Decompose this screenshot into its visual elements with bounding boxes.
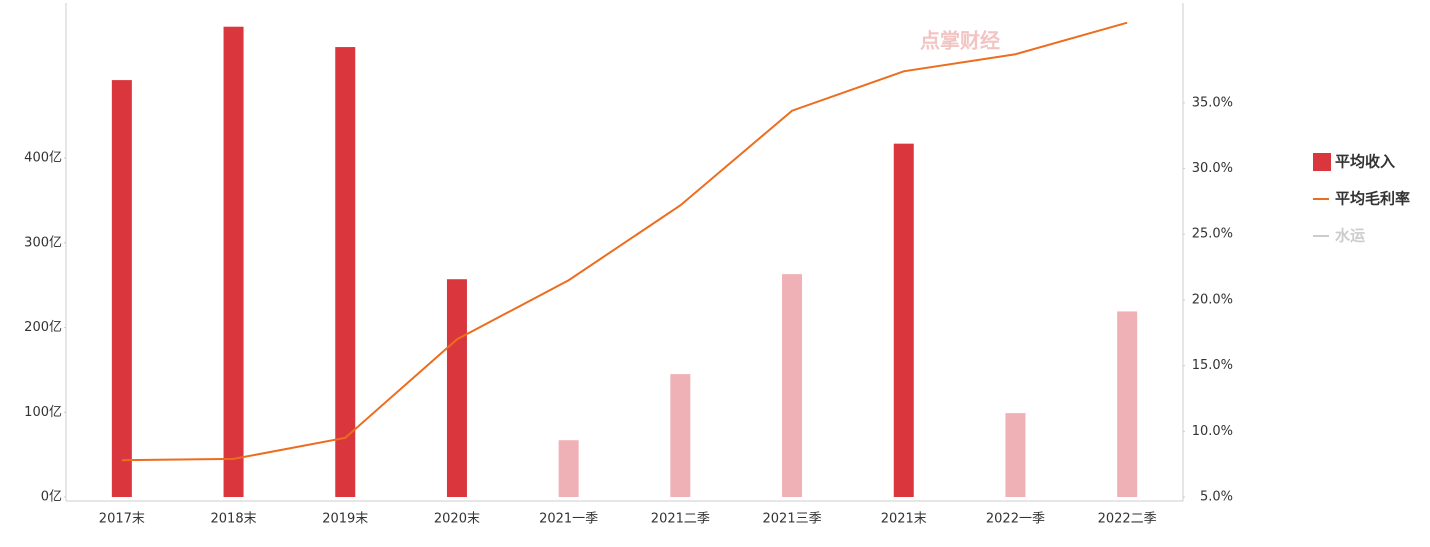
- y-tick-label: 200亿: [24, 320, 62, 335]
- legend-label[interactable]: 平均毛利率: [1335, 190, 1410, 208]
- bar: [1117, 311, 1138, 497]
- bar: [893, 143, 914, 497]
- x-tick-label: 2022二季: [1098, 512, 1157, 527]
- x-tick-label: 2021三季: [763, 512, 822, 527]
- bar: [670, 374, 691, 497]
- bar: [782, 274, 803, 497]
- x-tick-label: 2019末: [322, 512, 368, 527]
- x-tick-label: 2018末: [211, 512, 257, 527]
- x-tick-label: 2022一季: [986, 512, 1045, 527]
- watermark: 点掌财经: [920, 29, 1000, 53]
- bar: [223, 26, 244, 498]
- legend-swatch: [1313, 153, 1331, 171]
- y2-tick-label: 10.0%: [1192, 424, 1233, 439]
- bar: [111, 80, 132, 497]
- line: [121, 21, 1128, 462]
- x-tick-label: 2021一季: [539, 512, 598, 527]
- y2-tick-label: 5.0%: [1200, 490, 1233, 505]
- y-tick-label: 300亿: [24, 235, 62, 250]
- bar: [558, 440, 579, 497]
- bar: [1005, 413, 1026, 497]
- bar: [335, 47, 356, 498]
- legend-label[interactable]: 平均收入: [1335, 153, 1395, 171]
- y2-tick-label: 30.0%: [1192, 161, 1233, 176]
- y-tick-label: 100亿: [24, 405, 62, 420]
- y-tick-label: 0亿: [41, 490, 62, 505]
- y2-tick-label: 35.0%: [1192, 95, 1233, 110]
- x-tick-label: 2017末: [99, 512, 145, 527]
- x-tick-label: 2021末: [881, 512, 927, 527]
- y2-tick-label: 25.0%: [1192, 227, 1233, 242]
- legend-label[interactable]: 水运: [1335, 227, 1365, 245]
- y2-tick-label: 20.0%: [1192, 292, 1233, 307]
- y2-tick-label: 15.0%: [1192, 358, 1233, 373]
- x-tick-label: 2021二季: [651, 512, 710, 527]
- x-tick-label: 2020末: [434, 512, 480, 527]
- y-tick-label: 400亿: [24, 151, 62, 166]
- bar: [446, 279, 467, 497]
